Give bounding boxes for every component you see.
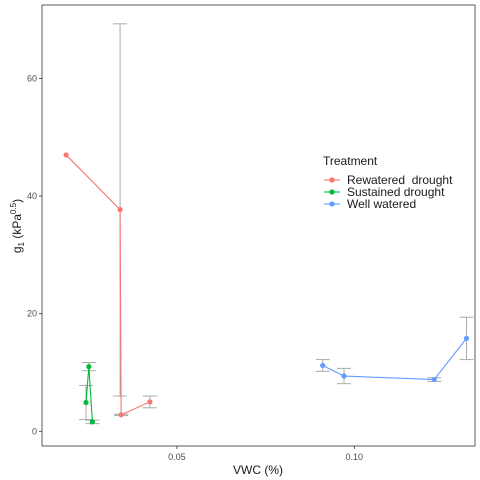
legend-key-point [329, 201, 335, 207]
plot-panel [41, 4, 476, 447]
legend-label-1: Sustained drought [347, 185, 445, 199]
legend-key-point [329, 177, 335, 183]
x-axis-ticks: 0.05 0.10 [168, 446, 363, 462]
point-0-1 [117, 207, 123, 213]
point-2-2 [431, 376, 437, 383]
point-2-0 [320, 362, 326, 369]
series-line-2 [322, 338, 467, 381]
legend-item-2: Well watered [324, 197, 416, 211]
y-axis-title: g1 (kPa0.5) [9, 199, 26, 253]
y-tick-label-2: 40 [27, 191, 37, 201]
point-2-1 [341, 373, 347, 379]
point-1-1 [86, 364, 92, 370]
y-tick-label-0: 0 [32, 426, 37, 436]
point-1-0 [83, 399, 89, 406]
legend-label-0: Rewatered drought [347, 173, 453, 187]
point-2-3 [463, 335, 470, 341]
legend-key-point [329, 189, 335, 195]
legend-label-2: Well watered [347, 197, 416, 211]
point-0-3 [147, 399, 153, 405]
x-tick-label-0: 0.05 [168, 452, 186, 462]
y-axis-ticks: 0 20 40 60 [27, 74, 42, 436]
x-tick-label-1: 0.10 [346, 452, 364, 462]
series-line-0 [65, 154, 151, 416]
legend-title: Treatment [323, 154, 378, 168]
y-axis-title-unit-close: ) [10, 199, 24, 203]
y-axis-title-unit: (kPa [10, 214, 24, 242]
point-1-2 [89, 419, 95, 425]
legend-item-1: Sustained drought [324, 185, 445, 199]
data-points [63, 152, 470, 425]
legend-item-0: Rewatered drought [324, 173, 453, 187]
point-0-2 [118, 412, 124, 418]
point-0-0 [63, 152, 69, 158]
y-tick-label-1: 20 [27, 309, 37, 319]
x-axis-title: VWC (%) [233, 463, 283, 477]
y-axis-title-superscript: 0.5 [9, 202, 18, 214]
y-axis-title-subscript: 1 [17, 241, 26, 246]
y-tick-label-3: 60 [27, 74, 37, 84]
y-axis-title-base: g [10, 246, 24, 253]
